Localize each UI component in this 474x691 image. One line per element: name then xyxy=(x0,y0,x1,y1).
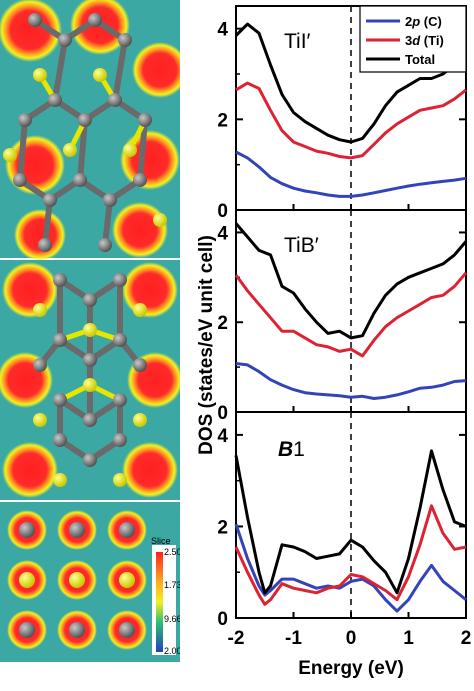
slice-panel-bottom: Slice 2.500 1.733 9.667e-1 2.000e-1 xyxy=(0,502,180,662)
series-line-3dti xyxy=(235,81,467,160)
y-tick-label: 0 xyxy=(217,201,228,222)
panel-label: TiB′ xyxy=(284,234,319,257)
series-line-total xyxy=(234,222,468,340)
y-tick-label: 4 xyxy=(217,223,228,244)
y-tick-label: 4 xyxy=(217,20,228,41)
series-line-total xyxy=(234,22,467,144)
colorbar-label-3: 9.667e-1 xyxy=(164,614,180,624)
colorbar-label-2: 1.733 xyxy=(164,580,180,590)
legend-label: Total xyxy=(405,52,435,67)
series-line-3dti xyxy=(234,271,468,358)
dos-panel-2: 0 2 4 TiB′ xyxy=(217,209,468,424)
dos-panel-3: 0 2 4 B1 -2 -1 0 1 2 Energy (eV) xyxy=(217,411,472,679)
x-tick-label: 2 xyxy=(461,628,472,649)
colorbar-label-4: 2.000e-1 xyxy=(164,646,180,656)
colorbar xyxy=(156,552,163,652)
colorbar-title: Slice xyxy=(151,536,171,546)
y-tick-label: 0 xyxy=(217,609,228,630)
x-tick-label: -2 xyxy=(228,628,245,649)
panel-label: B1 xyxy=(278,438,305,461)
series-line-3dti xyxy=(234,504,467,606)
legend-label: 2p (C) xyxy=(405,14,442,29)
slice-panel-middle xyxy=(0,260,180,500)
series-line-2pc xyxy=(235,150,467,198)
legend: 2p (C) 3d (Ti) Total xyxy=(359,5,467,73)
panel-label: TiI′ xyxy=(284,30,311,53)
x-tick-label: -1 xyxy=(285,628,302,649)
y-tick-label: 2 xyxy=(217,110,228,131)
y-tick-label: 0 xyxy=(217,403,228,424)
colorbar-label-1: 2.500 xyxy=(164,547,180,557)
dos-panel-1: 0 2 4 TiI′ 2p (C) 3d (Ti) Total xyxy=(217,5,467,222)
x-tick-label: 0 xyxy=(346,628,357,649)
legend-label: 3d (Ti) xyxy=(405,33,444,48)
slice-panel-top xyxy=(0,0,180,261)
x-tick-label: 1 xyxy=(403,628,414,649)
y-tick-label: 2 xyxy=(217,313,228,334)
x-axis-title: Energy (eV) xyxy=(298,658,404,679)
charge-density-images: Slice 2.500 1.733 9.667e-1 2.000e-1 xyxy=(0,0,180,662)
y-tick-label: 2 xyxy=(217,517,228,538)
y-tick-label: 4 xyxy=(217,426,228,447)
series-line-total xyxy=(234,449,467,595)
series-line-2pc xyxy=(235,362,467,400)
series-line-2pc xyxy=(234,523,467,613)
y-axis-title: DOS (states/eV unit cell) xyxy=(196,235,217,455)
